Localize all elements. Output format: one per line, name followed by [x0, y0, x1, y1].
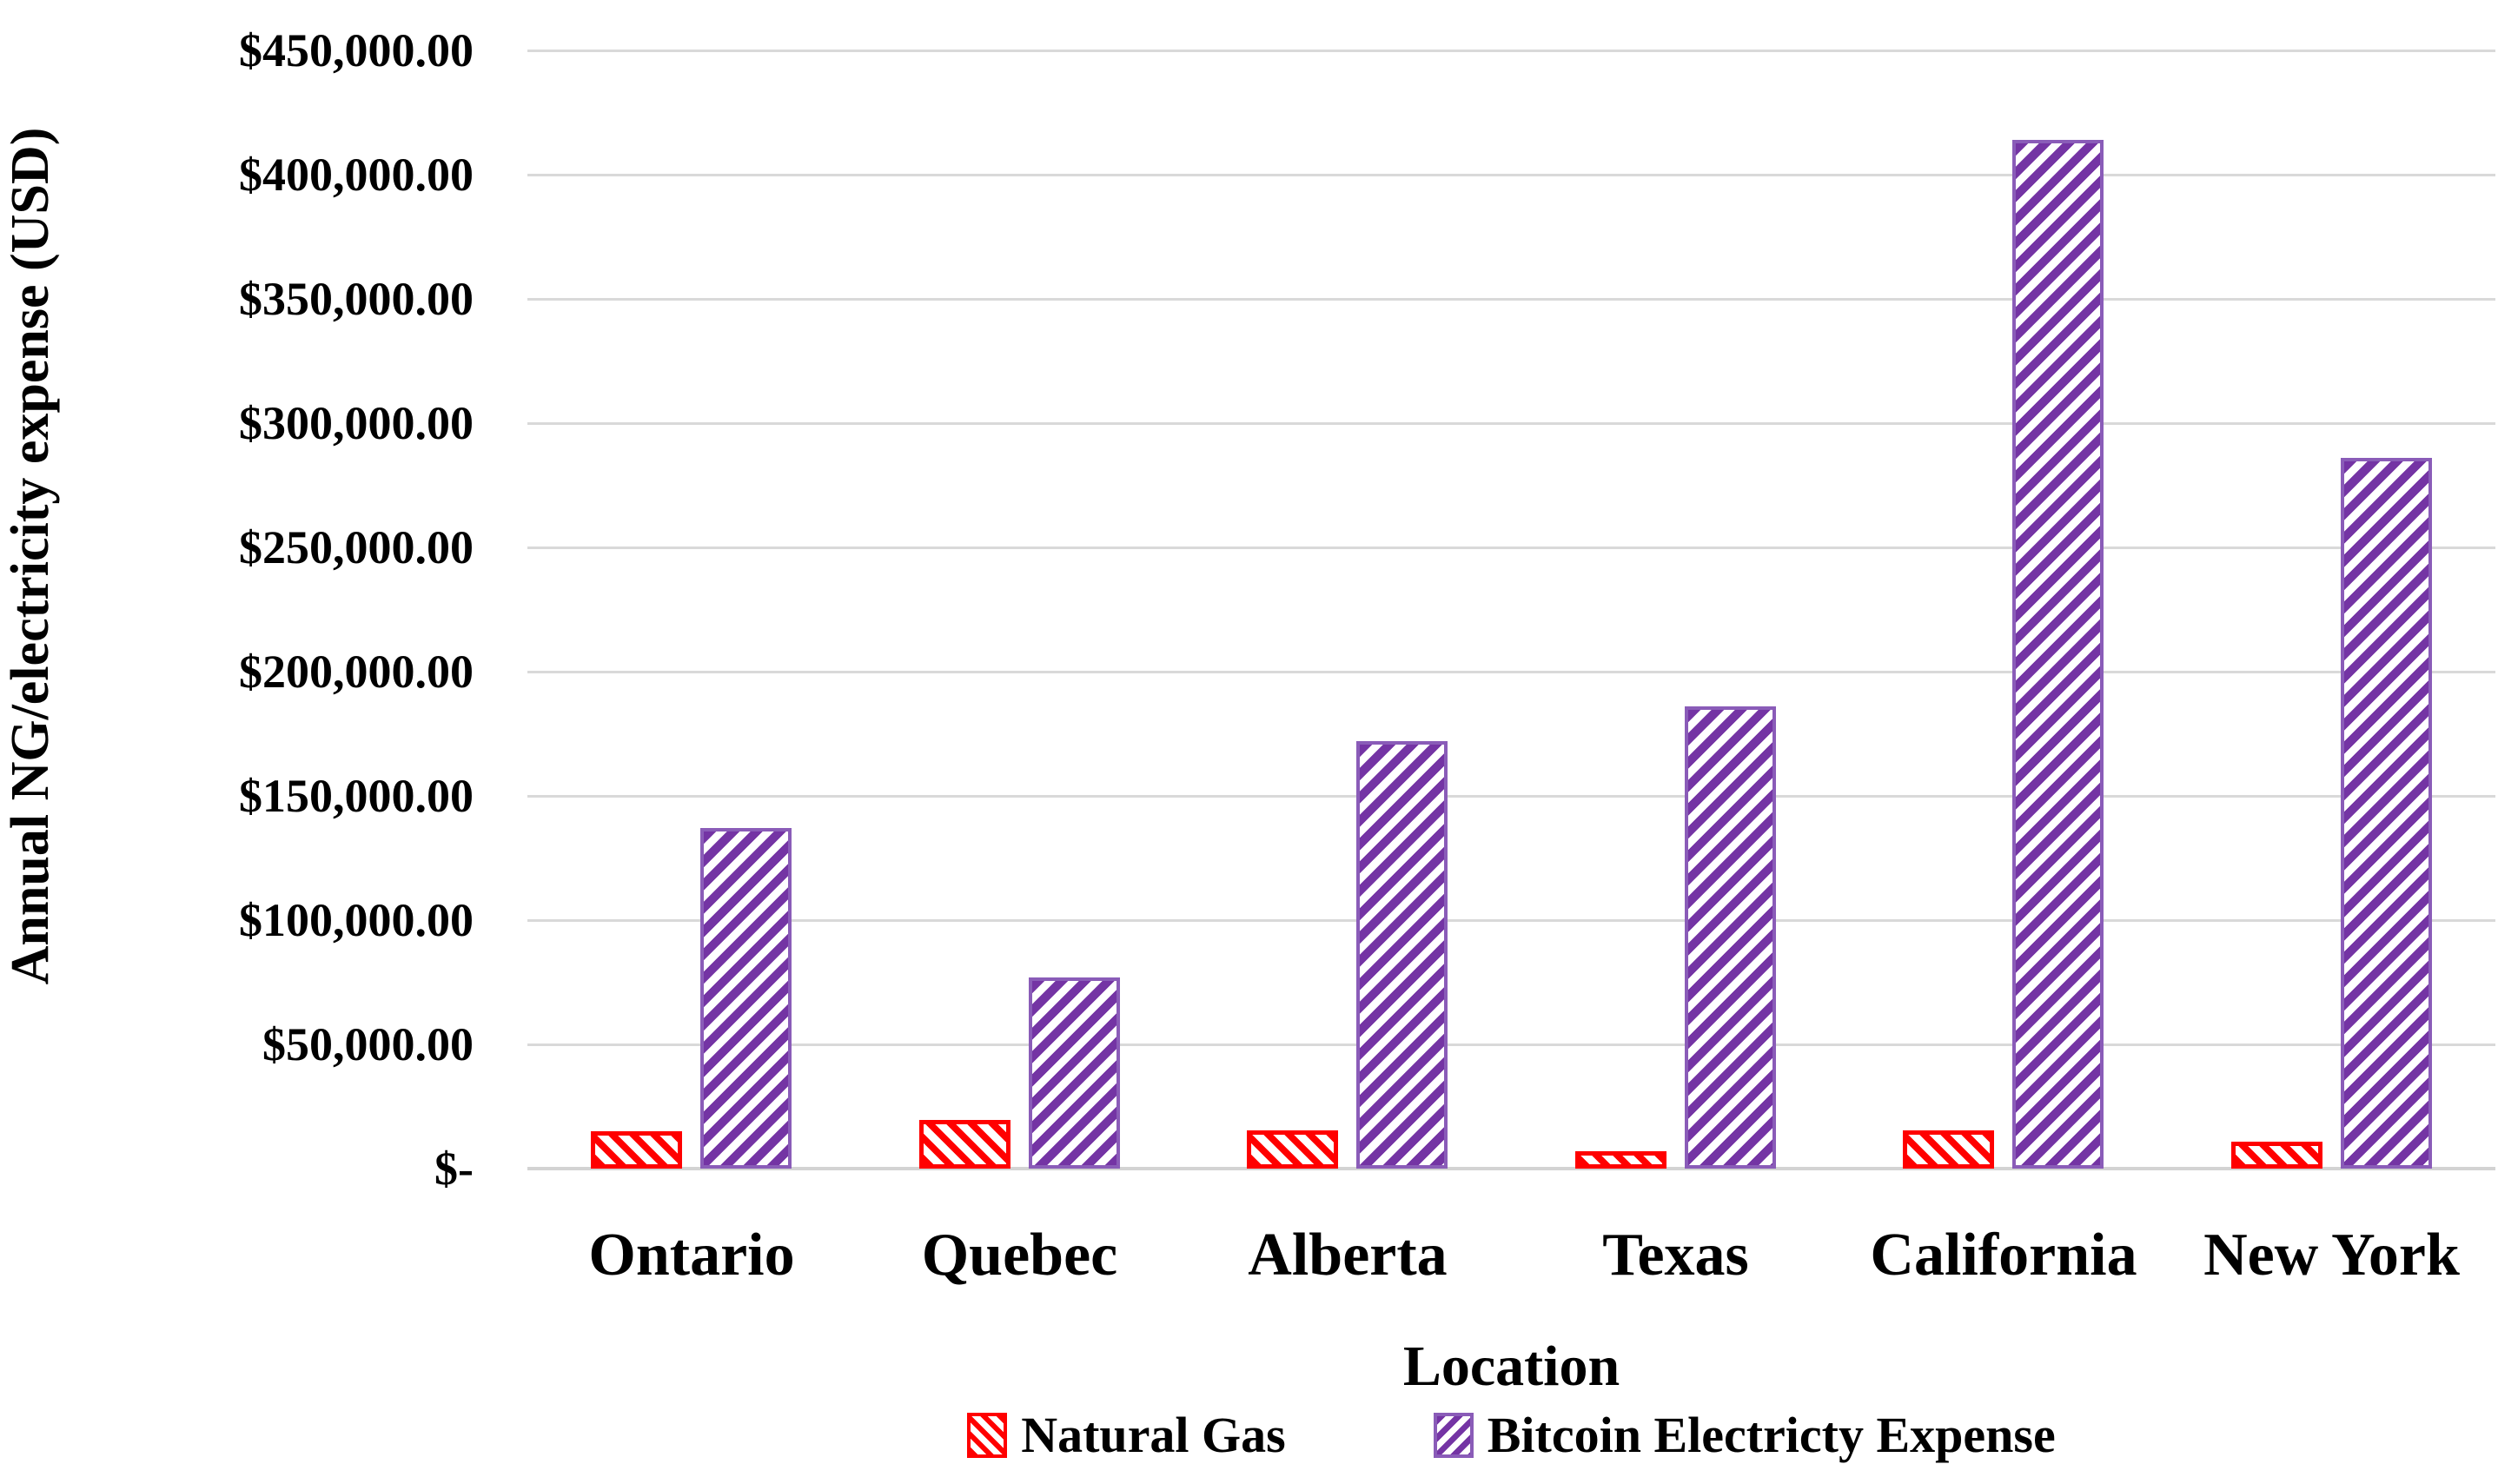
legend: Natural Gas Bitcoin Electricty Expense: [527, 1406, 2495, 1464]
gridline: [527, 174, 2495, 176]
legend-item-bitcoin-electricty-expense: Bitcoin Electricty Expense: [1433, 1406, 2056, 1464]
gridline: [527, 795, 2495, 798]
gridline: [527, 1043, 2495, 1046]
x-axis-title: Location: [1402, 1335, 1620, 1398]
legend-label: Bitcoin Electricty Expense: [1487, 1407, 2056, 1463]
y-tick-label: $50,000.00: [262, 1018, 474, 1070]
x-tick-label-texas: Texas: [1602, 1222, 1749, 1289]
legend-swatch-icon: [1433, 1412, 1474, 1458]
y-tick-label: $150,000.00: [239, 770, 474, 822]
x-tick-label-ontario: Ontario: [588, 1222, 795, 1289]
legend-swatch-icon: [967, 1412, 1008, 1458]
y-tick-label: $100,000.00: [239, 894, 474, 946]
bar-bitcoin-electricty-expense-alberta: [1356, 741, 1448, 1169]
x-tick-label-quebec: Quebec: [921, 1222, 1118, 1289]
y-tick-label: $-: [434, 1143, 474, 1195]
x-tick-label-alberta: Alberta: [1248, 1222, 1448, 1289]
y-tick-label: $350,000.00: [239, 273, 474, 325]
gridline: [527, 919, 2495, 922]
plot-area: [527, 50, 2495, 1170]
bar-natural-gas-california: [1903, 1130, 1994, 1169]
x-tick-label-california: California: [1870, 1222, 2137, 1289]
y-tick-label: $300,000.00: [239, 397, 474, 449]
bar-bitcoin-electricty-expense-quebec: [1028, 977, 1120, 1169]
bar-natural-gas-ontario: [591, 1131, 682, 1169]
bar-bitcoin-electricty-expense-california: [2012, 139, 2104, 1169]
gridline: [527, 298, 2495, 301]
bar-natural-gas-quebec: [918, 1120, 1010, 1169]
y-tick-label: $200,000.00: [239, 646, 474, 698]
y-tick-label: $250,000.00: [239, 521, 474, 573]
bar-bitcoin-electricty-expense-texas: [1684, 706, 1776, 1169]
bar-natural-gas-texas: [1574, 1150, 1666, 1169]
x-axis-line: [527, 1167, 2495, 1170]
y-tick-label: $400,000.00: [239, 149, 474, 201]
x-tick-label-new-york: New York: [2203, 1222, 2460, 1289]
bar-natural-gas-alberta: [1247, 1130, 1338, 1169]
legend-item-natural-gas: Natural Gas: [967, 1406, 1286, 1464]
gridline: [527, 422, 2495, 425]
bar-natural-gas-new-york: [2230, 1141, 2322, 1169]
gridline: [527, 671, 2495, 673]
legend-label: Natural Gas: [1021, 1407, 1286, 1463]
bar-bitcoin-electricty-expense-ontario: [700, 828, 792, 1169]
gridline: [527, 547, 2495, 549]
bar-bitcoin-electricty-expense-new-york: [2340, 458, 2432, 1169]
gridline: [527, 50, 2495, 52]
y-tick-label: $450,000.00: [239, 24, 474, 76]
